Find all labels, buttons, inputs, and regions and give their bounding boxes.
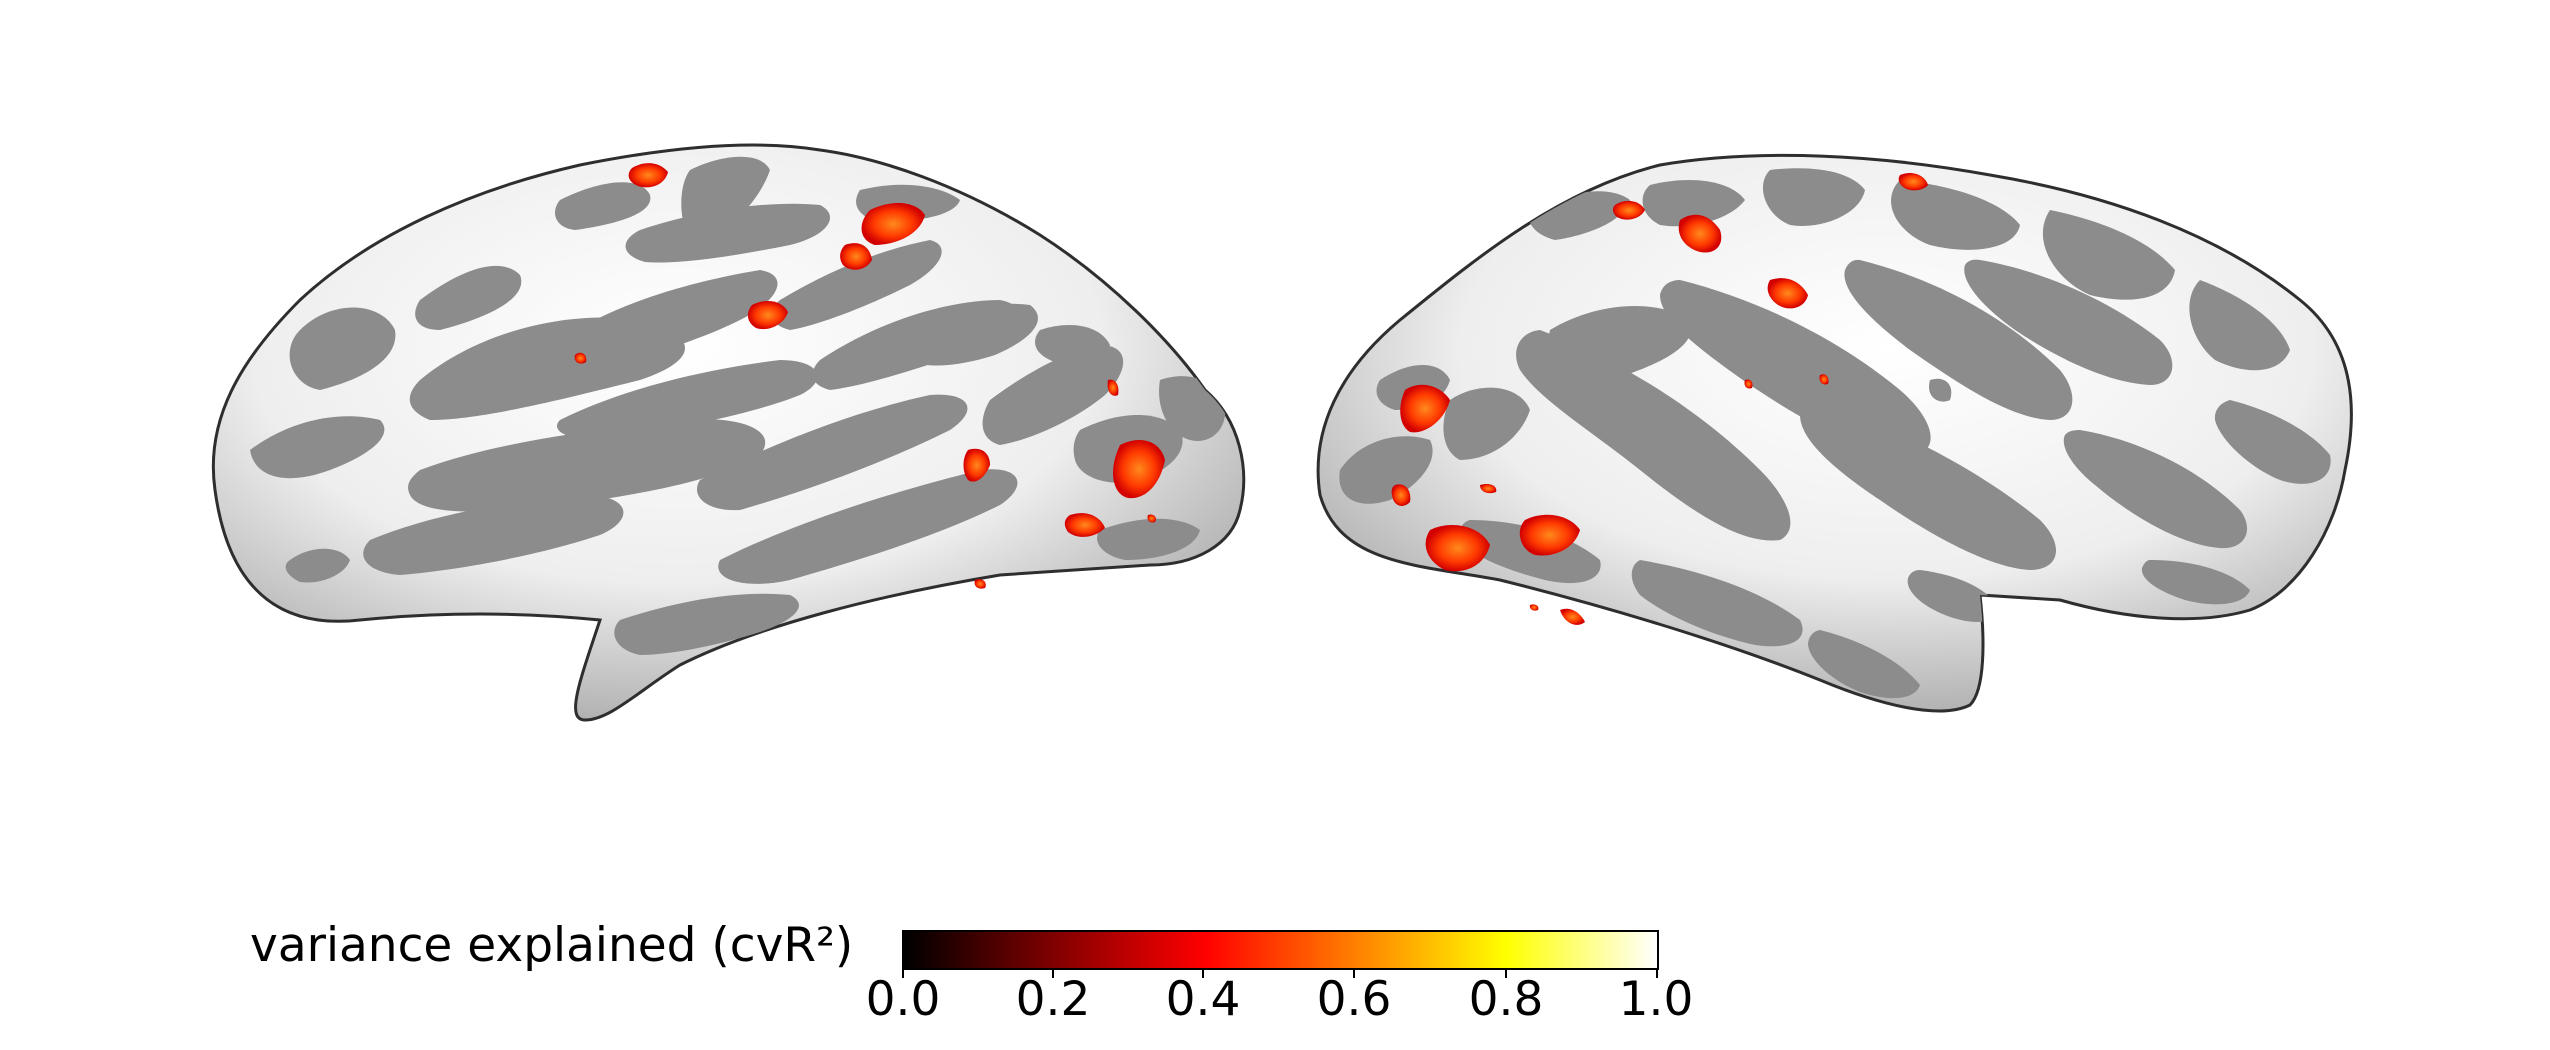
colorbar-tick-label: 0.2	[1015, 972, 1091, 1027]
colorbar-label: variance explained (cvR²)	[250, 918, 854, 973]
colorbar-tick-label: 0.8	[1468, 972, 1544, 1027]
colorbar-tick-label: 0.6	[1316, 972, 1392, 1027]
colorbar-tick-label: 1.0	[1618, 972, 1694, 1027]
right-hemisphere	[1316, 153, 2353, 713]
left-activation-clusters	[574, 163, 1165, 589]
colorbar-tick-mark	[1052, 969, 1054, 978]
colorbar-tick-label: 0.0	[865, 972, 941, 1027]
colorbar-tick-mark	[1202, 969, 1204, 978]
colorbar-tick-mark	[1353, 969, 1355, 978]
colorbar	[902, 930, 1659, 970]
colorbar-tick-label: 0.4	[1165, 972, 1241, 1027]
colorbar-tick-mark	[902, 969, 904, 978]
colorbar-tick-mark	[1656, 969, 1658, 978]
left-hemisphere	[211, 143, 1246, 722]
right-activation-clusters	[1391, 173, 1928, 625]
colorbar-tick-mark	[1505, 969, 1507, 978]
